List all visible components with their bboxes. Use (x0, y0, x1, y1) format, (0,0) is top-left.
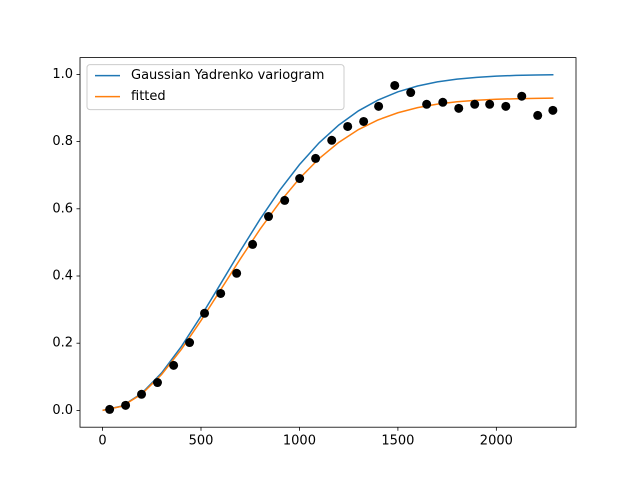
scatter-point (169, 360, 179, 370)
scatter-point (501, 101, 511, 111)
scatter-point (327, 135, 337, 145)
scatter-point (470, 99, 480, 109)
y-tick-label: 0.8 (52, 134, 73, 149)
legend-label: fitted (131, 89, 166, 104)
x-tick-label: 2000 (480, 434, 513, 449)
x-tick-label: 500 (189, 434, 214, 449)
scatter-point (185, 338, 195, 348)
scatter-point (137, 389, 147, 399)
scatter-point (390, 80, 400, 90)
x-tick-label: 1000 (283, 434, 316, 449)
scatter-point (216, 288, 226, 298)
legend-box (86, 64, 345, 111)
scatter-point (121, 400, 131, 410)
scatter-point (152, 378, 162, 388)
scatter-point (485, 99, 495, 109)
y-tick-label: 0.4 (52, 269, 73, 284)
y-tick-label: 0.6 (52, 201, 73, 216)
x-tick-label: 0 (98, 434, 106, 449)
line (102, 73, 554, 412)
scatter-point (295, 174, 305, 184)
scatter-point (374, 101, 384, 111)
y-tick-label: 1.0 (52, 67, 73, 82)
legend-label: Gaussian Yadrenko variogram (131, 68, 324, 83)
scatter-point (517, 91, 527, 101)
scatter-point (359, 116, 369, 126)
scatter-point (232, 268, 242, 278)
plot-frame (79, 57, 577, 428)
scatter-point (533, 110, 543, 120)
scatter-point (343, 121, 353, 131)
scatter-point (422, 99, 432, 109)
scatter-point (454, 103, 464, 113)
y-tick-label: 0.2 (52, 336, 73, 351)
scatter-point (105, 404, 115, 414)
y-tick-label: 0.0 (52, 403, 73, 418)
line (102, 97, 554, 412)
scatter-point (264, 212, 274, 222)
scatter-point (248, 239, 258, 249)
scatter-point (311, 153, 321, 163)
x-tick-label: 1500 (381, 434, 414, 449)
scatter-point (280, 195, 290, 205)
scatter-point (548, 105, 558, 115)
scatter-point (406, 88, 416, 98)
scatter-point (200, 308, 210, 318)
scatter-point (438, 97, 448, 107)
